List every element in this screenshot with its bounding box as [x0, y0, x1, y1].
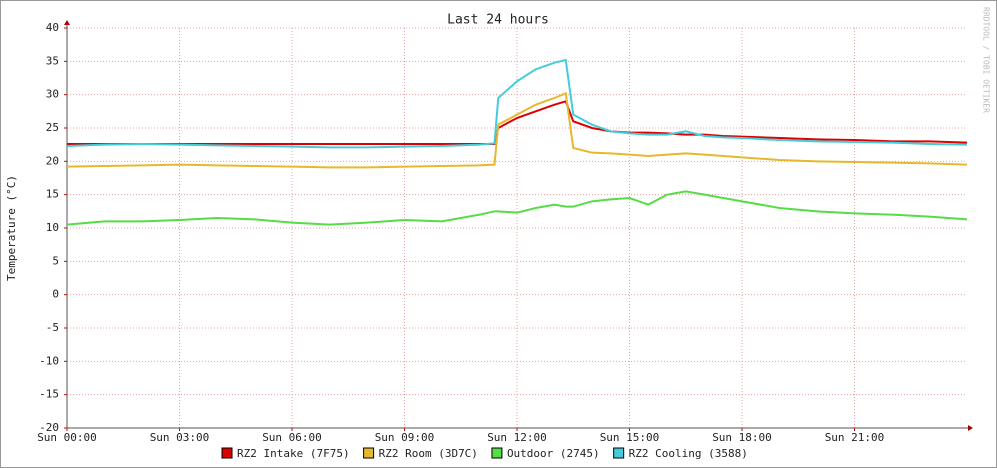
y-tick-label: 30: [46, 88, 59, 101]
y-tick-label: 10: [46, 221, 59, 234]
y-axis-label: Temperature (°C): [5, 175, 18, 281]
legend-swatch: [491, 447, 503, 459]
x-tick-label: Sun 06:00: [262, 431, 322, 444]
series-line: [67, 100, 968, 145]
axis-arrow: [64, 20, 70, 25]
y-tick-label: -10: [39, 354, 59, 367]
legend-label: RZ2 Room (3D7C): [379, 447, 478, 460]
x-tick-label: Sun 09:00: [375, 431, 435, 444]
y-tick-label: -15: [39, 388, 59, 401]
y-tick-label: 25: [46, 121, 59, 134]
y-tick-label: 5: [52, 254, 59, 267]
y-tick-label: 20: [46, 154, 59, 167]
x-tick-label: Sun 15:00: [600, 431, 660, 444]
watermark: RRDTOOL / TOBI OETIKER: [982, 7, 991, 113]
chart-title: Last 24 hours: [447, 13, 549, 28]
series-line: [66, 91, 968, 169]
x-tick-label: Sun 12:00: [487, 431, 547, 444]
y-tick-label: 15: [46, 188, 59, 201]
series-line: [66, 190, 968, 226]
legend-swatch: [363, 447, 375, 459]
x-tick-label: Sun 03:00: [150, 431, 210, 444]
legend-label: RZ2 Intake (7F75): [237, 447, 350, 460]
axis-arrow: [968, 425, 973, 431]
y-tick-label: -20: [39, 421, 59, 434]
y-tick-label: 35: [46, 54, 59, 67]
legend-swatch: [221, 447, 233, 459]
legend-label: RZ2 Cooling (3588): [629, 447, 748, 460]
y-tick-label: 40: [46, 21, 59, 34]
legend-swatch: [613, 447, 625, 459]
y-tick-label: -5: [46, 321, 59, 334]
x-tick-label: Sun 18:00: [712, 431, 772, 444]
x-tick-label: Sun 00:00: [37, 431, 97, 444]
x-tick-label: Sun 21:00: [825, 431, 885, 444]
legend-label: Outdoor (2745): [507, 447, 600, 460]
series-line: [66, 58, 968, 149]
y-tick-label: 0: [52, 288, 59, 301]
